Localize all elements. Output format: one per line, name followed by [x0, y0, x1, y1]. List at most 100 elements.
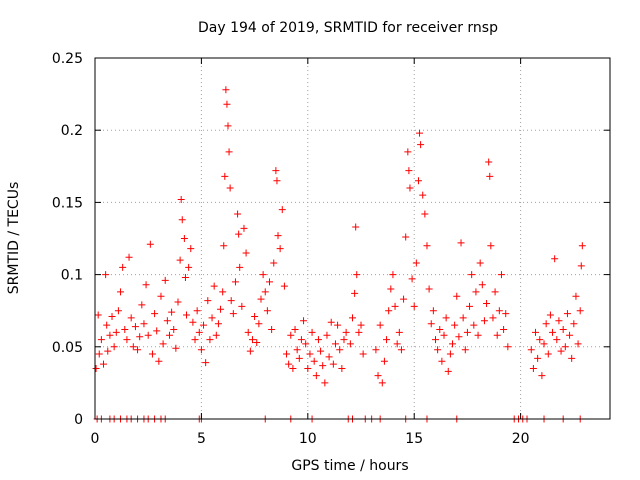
- data-point: [393, 340, 401, 348]
- data-point: [551, 255, 559, 263]
- data-point: [176, 256, 184, 264]
- data-point: [321, 379, 329, 387]
- data-point: [191, 336, 199, 344]
- x-tick-label: 15: [405, 431, 423, 447]
- data-point: [148, 350, 156, 358]
- data-point: [212, 331, 220, 339]
- data-point: [223, 100, 231, 108]
- data-point: [493, 331, 501, 339]
- data-point: [312, 372, 320, 380]
- data-point: [319, 362, 327, 370]
- data-point: [235, 230, 243, 238]
- data-point: [453, 292, 461, 300]
- data-point: [472, 288, 480, 296]
- data-point: [561, 343, 569, 351]
- data-point: [538, 372, 546, 380]
- data-point: [372, 346, 380, 354]
- y-tick-label: 0.2: [61, 123, 83, 139]
- data-point: [412, 259, 420, 267]
- data-point: [353, 271, 361, 279]
- data-point: [123, 336, 131, 344]
- data-point: [308, 328, 316, 336]
- data-point: [168, 308, 176, 316]
- data-point: [103, 321, 111, 329]
- data-point: [402, 233, 410, 241]
- data-point: [142, 281, 150, 289]
- data-point: [129, 343, 137, 351]
- data-point: [231, 278, 239, 286]
- y-tick-label: 0.15: [52, 195, 83, 211]
- data-point: [557, 347, 565, 355]
- data-point: [163, 317, 171, 325]
- data-point: [340, 336, 348, 344]
- data-point: [470, 321, 478, 329]
- data-point: [429, 307, 437, 315]
- data-point: [306, 350, 314, 358]
- data-point: [297, 336, 305, 344]
- data-point: [323, 331, 331, 339]
- data-point: [483, 299, 491, 307]
- data-point: [572, 292, 580, 300]
- data-point: [485, 158, 493, 166]
- data-point: [170, 325, 178, 333]
- data-point: [263, 307, 271, 315]
- data-point: [457, 239, 465, 247]
- data-point: [97, 336, 105, 344]
- data-point: [302, 340, 310, 348]
- data-point: [385, 307, 393, 315]
- data-point: [153, 327, 161, 335]
- data-point: [117, 288, 125, 296]
- data-point: [486, 172, 494, 180]
- data-point: [131, 323, 139, 331]
- data-point: [577, 262, 585, 270]
- data-point: [229, 310, 237, 318]
- data-point: [480, 317, 488, 325]
- data-point: [497, 271, 505, 279]
- data-point: [257, 295, 265, 303]
- data-point: [404, 148, 412, 156]
- data-point: [240, 224, 248, 232]
- data-point: [161, 276, 169, 284]
- x-tick-label: 0: [91, 431, 100, 447]
- data-point: [378, 379, 386, 387]
- data-point: [546, 311, 554, 319]
- data-point: [355, 328, 363, 336]
- x-tick-label: 10: [299, 431, 317, 447]
- data-point: [274, 232, 282, 240]
- data-point: [389, 271, 397, 279]
- data-point: [285, 360, 293, 368]
- data-point: [197, 346, 205, 354]
- data-point: [563, 310, 571, 318]
- data-point: [221, 172, 229, 180]
- data-point: [185, 263, 193, 271]
- data-point: [532, 328, 540, 336]
- data-point: [217, 305, 225, 313]
- data-point: [183, 311, 191, 319]
- data-point: [391, 302, 399, 310]
- data-point: [553, 336, 561, 344]
- data-point: [559, 325, 567, 333]
- data-point: [449, 340, 457, 348]
- data-point: [94, 311, 102, 319]
- data-point: [357, 321, 365, 329]
- data-point: [110, 343, 118, 351]
- data-point: [351, 289, 359, 297]
- data-point: [100, 360, 108, 368]
- data-point: [291, 325, 299, 333]
- data-point: [273, 177, 281, 185]
- data-point: [242, 249, 250, 257]
- data-point: [544, 350, 552, 358]
- data-point: [419, 191, 427, 199]
- data-point: [380, 357, 388, 365]
- data-point: [455, 333, 463, 341]
- data-point: [121, 325, 129, 333]
- data-point: [178, 216, 186, 224]
- x-axis-label: GPS time / hours: [291, 458, 408, 474]
- data-point: [317, 347, 325, 355]
- data-point: [112, 328, 120, 336]
- data-point: [270, 259, 278, 267]
- data-point: [502, 310, 510, 318]
- data-point: [219, 288, 227, 296]
- data-point: [102, 271, 110, 279]
